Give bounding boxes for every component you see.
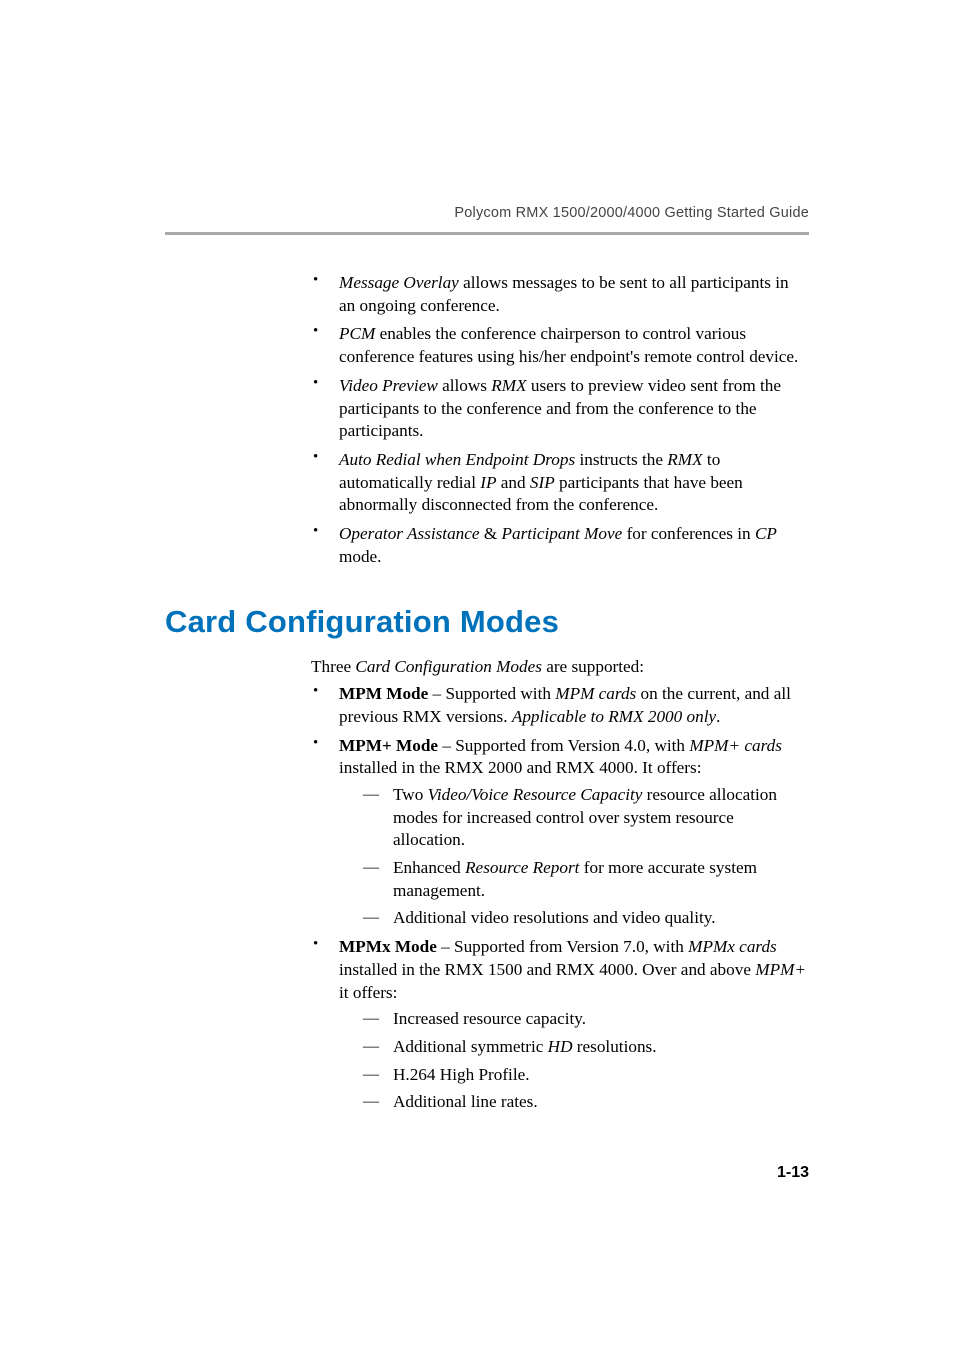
sub-list-item: Two Video/Voice Resource Capacity resour…: [363, 784, 809, 852]
section-intro: Three Card Configuration Modes are suppo…: [311, 656, 809, 679]
text-run: Additional line rates.: [393, 1092, 538, 1111]
list-item-text: MPMx Mode – Supported from Version 7.0, …: [339, 937, 806, 1001]
text-run: Message Overlay: [339, 273, 459, 292]
text-run: Operator Assistance: [339, 524, 480, 543]
header-rule: [165, 232, 809, 235]
text-run: – Supported from Version 7.0, with: [437, 937, 688, 956]
text-run: PCM: [339, 324, 375, 343]
text-run: and: [497, 473, 530, 492]
text-run: – Supported from Version 4.0, with: [438, 736, 689, 755]
text-run: are supported:: [542, 657, 644, 676]
sub-list-item: Increased resource capacity.: [363, 1008, 809, 1031]
text-run: enables the conference chairperson to co…: [339, 324, 798, 366]
text-run: CP: [755, 524, 777, 543]
page-number: 1-13: [777, 1164, 809, 1182]
text-run: Participant Move: [502, 524, 623, 543]
section-heading: Card Configuration Modes: [165, 604, 809, 640]
text-run: RMX: [491, 376, 526, 395]
top-bullet-list: Message Overlay allows messages to be se…: [165, 272, 809, 568]
text-run: instructs the: [575, 450, 667, 469]
sub-list-item: Enhanced Resource Report for more accura…: [363, 857, 809, 902]
sub-list-item: Additional video resolutions and video q…: [363, 907, 809, 930]
text-run: Video/Voice Resource Capacity: [428, 785, 643, 804]
sub-list: Increased resource capacity. Additional …: [339, 1008, 809, 1114]
text-run: Enhanced: [393, 858, 465, 877]
text-run: Card Configuration Modes: [355, 657, 542, 676]
list-item: PCM enables the conference chairperson t…: [313, 323, 809, 368]
text-run: &: [480, 524, 502, 543]
text-run: Two: [393, 785, 428, 804]
text-run: MPM cards: [555, 684, 636, 703]
list-item: MPM+ Mode – Supported from Version 4.0, …: [313, 735, 809, 931]
text-run: MPM+ cards: [689, 736, 782, 755]
list-item-text: MPM Mode – Supported with MPM cards on t…: [339, 684, 791, 726]
page: Polycom RMX 1500/2000/4000 Getting Start…: [0, 0, 954, 1350]
text-run: Additional video resolutions and video q…: [393, 908, 716, 927]
text-run: for conferences in: [622, 524, 755, 543]
text-run: Applicable to RMX 2000 only: [512, 707, 716, 726]
list-item: Operator Assistance & Participant Move f…: [313, 523, 809, 568]
text-run: it offers:: [339, 983, 397, 1002]
text-run: MPM Mode: [339, 684, 428, 703]
text-run: RMX: [667, 450, 702, 469]
list-item-text: MPM+ Mode – Supported from Version 4.0, …: [339, 736, 782, 778]
sub-list-item: H.264 High Profile.: [363, 1064, 809, 1087]
list-item: Message Overlay allows messages to be se…: [313, 272, 809, 317]
text-run: mode.: [339, 547, 381, 566]
text-run: SIP: [530, 473, 555, 492]
text-run: Three: [311, 657, 355, 676]
section-bullet-list: MPM Mode – Supported with MPM cards on t…: [165, 683, 809, 1114]
text-run: MPM+: [755, 960, 806, 979]
text-run: H.264 High Profile.: [393, 1065, 530, 1084]
sub-list-item: Additional line rates.: [363, 1091, 809, 1114]
running-header: Polycom RMX 1500/2000/4000 Getting Start…: [454, 205, 809, 221]
list-item: Auto Redial when Endpoint Drops instruct…: [313, 449, 809, 517]
text-run: MPM+ Mode: [339, 736, 438, 755]
text-run: resolutions.: [573, 1037, 657, 1056]
text-run: installed in the RMX 2000 and RMX 4000. …: [339, 758, 702, 777]
text-run: MPMx Mode: [339, 937, 437, 956]
text-run: installed in the RMX 1500 and RMX 4000. …: [339, 960, 755, 979]
text-run: Resource Report: [465, 858, 579, 877]
list-item: MPM Mode – Supported with MPM cards on t…: [313, 683, 809, 728]
list-item: Video Preview allows RMX users to previe…: [313, 375, 809, 443]
sub-list-item: Additional symmetric HD resolutions.: [363, 1036, 809, 1059]
sub-list: Two Video/Voice Resource Capacity resour…: [339, 784, 809, 930]
text-run: IP: [480, 473, 496, 492]
text-run: Auto Redial when Endpoint Drops: [339, 450, 575, 469]
text-run: – Supported with: [428, 684, 555, 703]
page-content: Message Overlay allows messages to be se…: [165, 272, 809, 1120]
text-run: HD: [548, 1037, 573, 1056]
list-item: MPMx Mode – Supported from Version 7.0, …: [313, 936, 809, 1114]
text-run: Increased resource capacity.: [393, 1009, 586, 1028]
text-run: allows: [438, 376, 491, 395]
text-run: Additional symmetric: [393, 1037, 548, 1056]
text-run: MPMx cards: [688, 937, 777, 956]
text-run: .: [716, 707, 720, 726]
text-run: Video Preview: [339, 376, 438, 395]
